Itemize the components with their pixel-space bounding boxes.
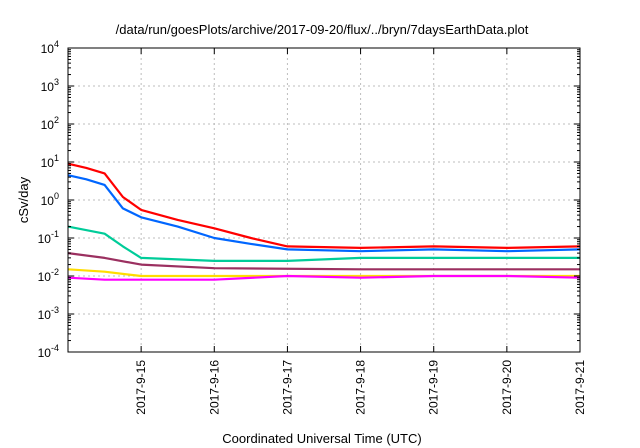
y-tick-label: 101 [41, 153, 59, 170]
x-tick-label: 2017-9-19 [427, 360, 441, 415]
grid [68, 48, 580, 352]
y-tick-label: 10-2 [38, 267, 59, 284]
x-tick-label: 2017-9-17 [280, 360, 294, 415]
y-tick-labels: 10-4 10-3 10-2 10-1 100 101 102 103 104 [38, 39, 59, 360]
y-tick-label: 100 [41, 191, 59, 208]
y-axis-label: cSv/day [16, 176, 31, 223]
series-line-6 [67, 274, 581, 281]
series-line-4 [67, 252, 580, 271]
y-tick-label: 103 [41, 77, 59, 94]
y-tick-label: 104 [41, 39, 59, 56]
x-tick-label: 2017-9-18 [354, 360, 368, 415]
series-line-2 [67, 174, 581, 253]
x-tick-label: 2017-9-20 [500, 360, 514, 415]
x-tick-label: 2017-9-21 [573, 360, 587, 415]
series-layer [67, 162, 581, 281]
chart-title: /data/run/goesPlots/archive/2017-09-20/f… [116, 22, 529, 37]
x-axis-label: Coordinated Universal Time (UTC) [222, 431, 421, 446]
x-tick-label: 2017-9-15 [134, 360, 148, 415]
series-line-3 [67, 225, 580, 262]
series-line-1 [67, 162, 581, 249]
x-tick-label: 2017-9-16 [207, 360, 221, 415]
x-tick-labels: 2017-9-15 2017-9-16 2017-9-17 2017-9-18 2017… [134, 360, 587, 415]
y-tick-label: 10-3 [38, 305, 59, 322]
y-tick-label: 102 [41, 115, 59, 132]
series-line-5 [67, 268, 580, 278]
ticks [68, 47, 581, 353]
y-tick-label: 10-1 [38, 229, 59, 246]
y-tick-label: 10-4 [38, 343, 59, 360]
